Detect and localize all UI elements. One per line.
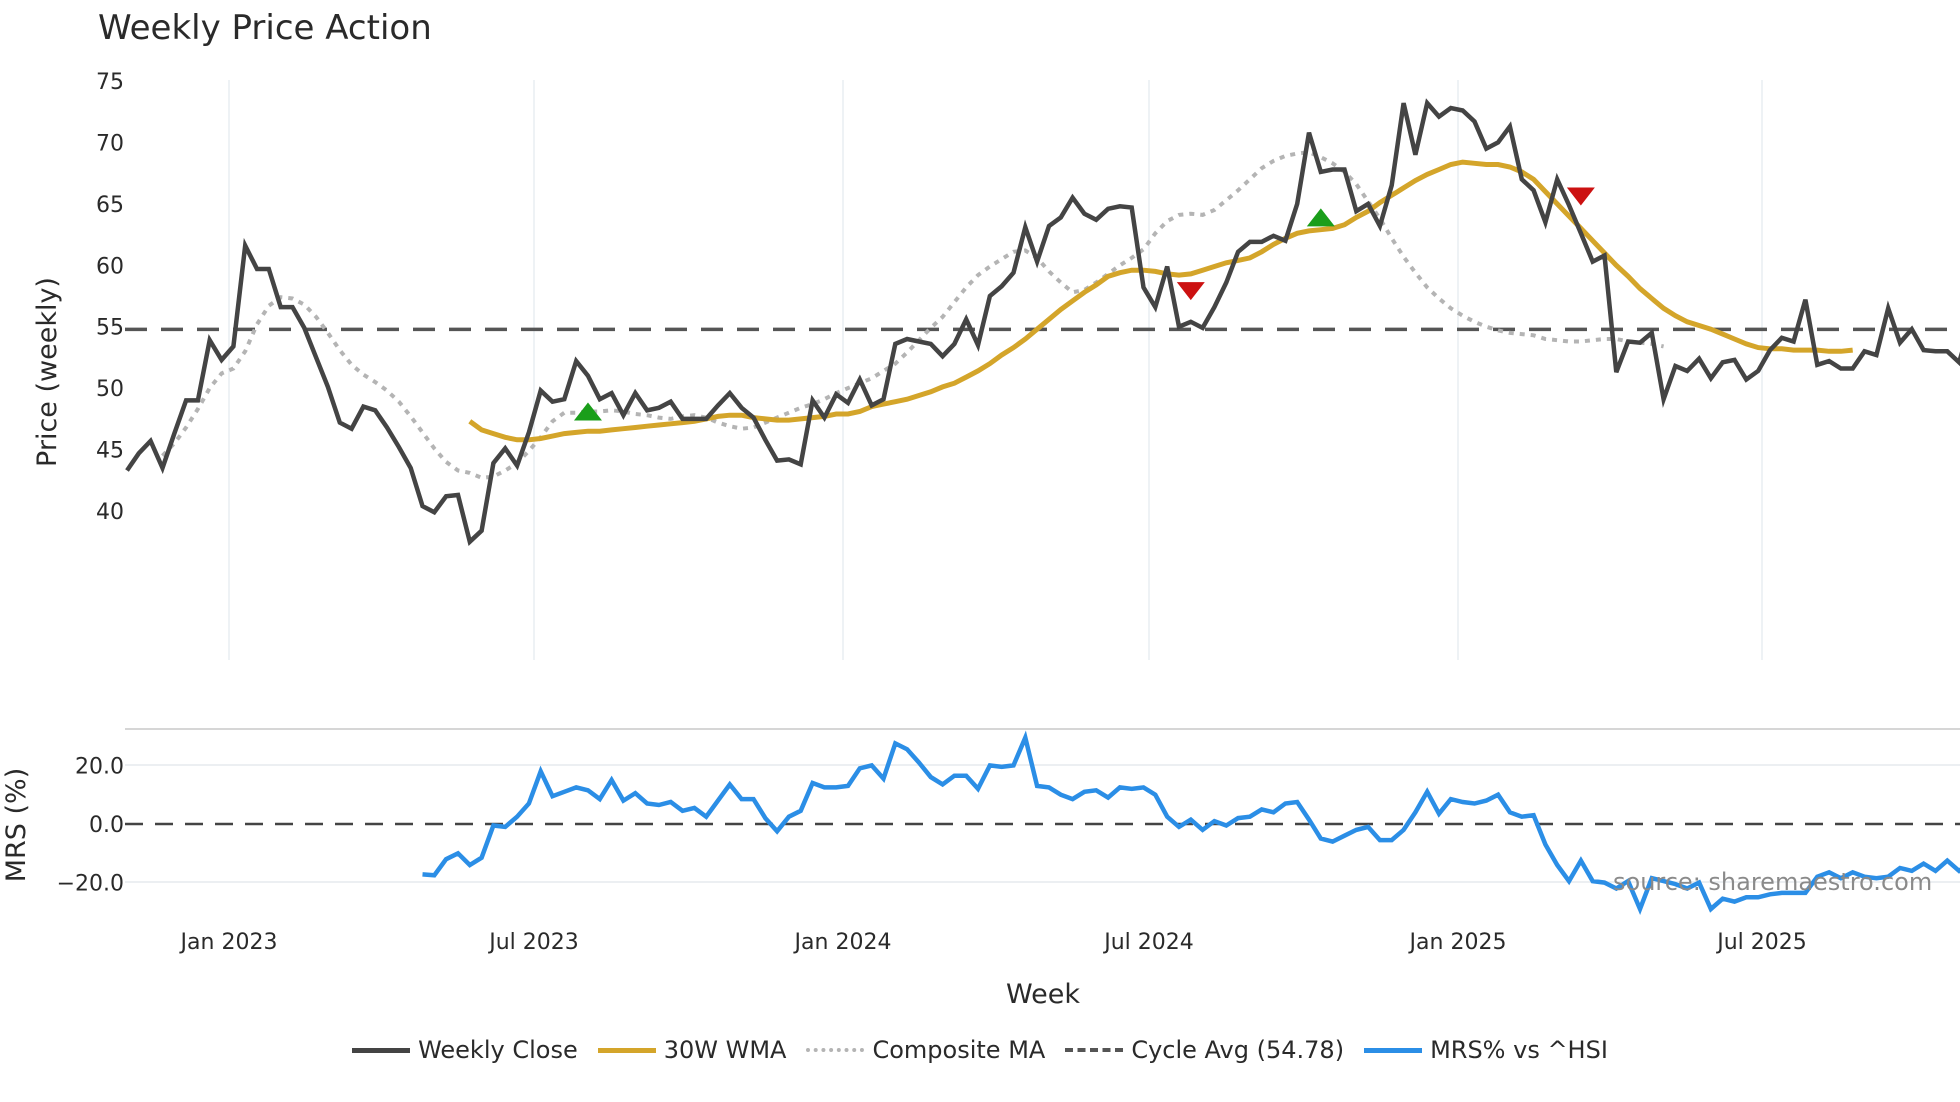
- mrs-line: [422, 730, 1960, 915]
- buy-signal-triangle-up-icon: [1306, 208, 1335, 227]
- composite-swatch-icon: [806, 1048, 865, 1052]
- price-y-axis: 75 70 65 60 55 50 45 40: [96, 70, 124, 525]
- mrs-y-axis-title: MRS (%): [1, 768, 32, 883]
- cycle-avg-swatch-icon: [1065, 1048, 1124, 1052]
- source-watermark: source: sharemaestro.com: [1613, 868, 1932, 896]
- x-tick-label: Jan 2024: [793, 930, 892, 955]
- mrs-swatch-icon: [1364, 1047, 1423, 1053]
- signal-markers: [573, 187, 1595, 421]
- mrs-y-axis: 20.0 0.0 −20.0: [57, 754, 124, 896]
- legend-item-cycle-avg[interactable]: Cycle Avg (54.78): [1065, 1036, 1344, 1064]
- price-y-axis-title: Price (weekly): [32, 277, 63, 467]
- y-tick-label: 45: [96, 439, 124, 464]
- y-tick-label: 65: [96, 193, 124, 218]
- legend-label: Weekly Close: [418, 1036, 578, 1064]
- x-tick-label: Jul 2024: [1102, 930, 1194, 955]
- wma-line: [468, 159, 1853, 443]
- legend-label: 30W WMA: [663, 1036, 787, 1064]
- x-axis: Jan 2023 Jul 2023 Jan 2024 Jul 2024 Jan 2025…: [179, 930, 1807, 955]
- y-tick-label: −20.0: [57, 872, 124, 897]
- x-tick-label: Jan 2023: [179, 930, 278, 955]
- y-tick-label: 0.0: [89, 813, 124, 838]
- legend-item-wma[interactable]: 30W WMA: [597, 1036, 787, 1064]
- wma-swatch-icon: [597, 1047, 656, 1053]
- sell-signal-triangle-down-icon: [1566, 187, 1595, 206]
- x-tick-label: Jan 2025: [1408, 930, 1507, 955]
- x-tick-label: Jul 2023: [487, 930, 579, 955]
- x-tick-label: Jul 2025: [1715, 930, 1807, 955]
- x-axis-title: Week: [1006, 979, 1080, 1010]
- y-tick-label: 20.0: [75, 754, 124, 779]
- y-tick-label: 60: [96, 254, 124, 279]
- y-tick-label: 50: [96, 377, 124, 402]
- sell-signal-triangle-down-icon: [1176, 282, 1205, 301]
- weekly-close-swatch-icon: [352, 1047, 411, 1053]
- composite-ma-line: [161, 150, 1665, 480]
- legend-label: MRS% vs ^HSI: [1430, 1036, 1608, 1064]
- legend-label: Cycle Avg (54.78): [1131, 1036, 1345, 1064]
- y-tick-label: 70: [96, 131, 124, 156]
- buy-signal-triangle-up-icon: [573, 402, 602, 421]
- legend-item-composite[interactable]: Composite MA: [806, 1036, 1045, 1064]
- y-tick-label: 55: [96, 316, 124, 341]
- legend: Weekly Close 30W WMA Composite MA Cycle …: [0, 1036, 1960, 1064]
- y-tick-label: 40: [96, 500, 124, 525]
- legend-label: Composite MA: [872, 1036, 1046, 1064]
- y-tick-label: 75: [96, 70, 124, 95]
- legend-item-mrs[interactable]: MRS% vs ^HSI: [1364, 1036, 1608, 1064]
- legend-item-weekly-close[interactable]: Weekly Close: [352, 1036, 578, 1064]
- gridlines: [125, 80, 1960, 883]
- chart-title: Weekly Price Action: [98, 8, 432, 48]
- weekly-close-line: [125, 98, 1960, 546]
